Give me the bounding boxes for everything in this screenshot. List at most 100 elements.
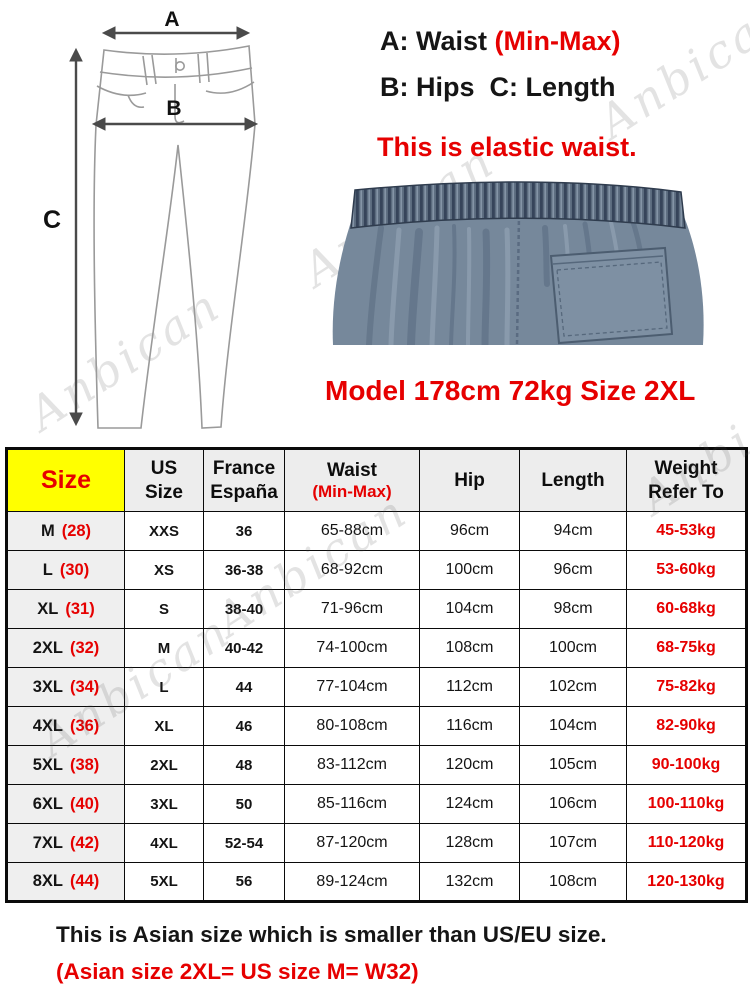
hip-cell: 120cm [419,745,520,785]
us-size-cell: XL [124,706,204,746]
waist-cell: 65-88cm [284,511,420,551]
table-row: 7XL (42) 4XL 52-54 87-120cm 128cm 107cm 1… [6,823,747,863]
length-cell: 106cm [519,784,627,824]
length-cell: 107cm [519,823,627,863]
fabric-folds [366,219,644,345]
length-cell: 105cm [519,745,627,785]
table-row: L (30) XS 36-38 68-92cm 100cm 96cm 53-60k… [6,550,747,590]
size-cell: 2XL (32) [6,628,125,668]
length-cell: 102cm [519,667,627,707]
length-arrow [69,47,83,427]
table-row: 6XL (40) 3XL 50 85-116cm 124cm 106cm 100-… [6,784,747,824]
legend-waist-minmax: (Min-Max) [494,26,621,56]
size-cell: L (30) [6,550,125,590]
header-row: Size US Size France España Waist (Min-Max) … [6,448,747,512]
diagram-label-c: C [43,206,61,234]
us-size-cell: 5XL [124,862,204,902]
france-size-cell: 38-40 [203,589,285,629]
pants-measurement-diagram: A B C [43,8,259,429]
diagram-label-b: B [166,97,181,120]
legend-hips-length: B: Hips C: Length [380,72,616,102]
france-size-cell: 36 [203,511,285,551]
weight-cell: 45-53kg [626,511,747,551]
france-size-cell: 52-54 [203,823,285,863]
size-table: Size US Size France España Waist (Min-Max) … [5,447,748,903]
back-pocket [549,246,674,345]
weight-cell: 110-120kg [626,823,747,863]
size-cell: XL (31) [6,589,125,629]
us-size-cell: L [124,667,204,707]
us-size-cell: M [124,628,204,668]
length-cell: 94cm [519,511,627,551]
table-row: M (28) XXS 36 65-88cm 96cm 94cm 45-53kg [6,511,747,551]
weight-cell: 120-130kg [626,862,747,902]
waist-cell: 89-124cm [284,862,420,902]
size-cell: 3XL (34) [6,667,125,707]
waist-arrow [101,26,251,40]
model-size-note: Model 178cm 72kg Size 2XL [325,375,696,406]
hip-cell: 128cm [419,823,520,863]
hips-arrow [91,117,259,131]
col-header-waist: Waist (Min-Max) [284,448,420,512]
col-header-length: Length [519,448,627,512]
france-size-cell: 44 [203,667,285,707]
size-cell: 6XL (40) [6,784,125,824]
table-row: 2XL (32) M 40-42 74-100cm 108cm 100cm 68-… [6,628,747,668]
size-cell: 4XL (36) [6,706,125,746]
col-header-weight: Weight Refer To [626,448,747,512]
hip-cell: 108cm [419,628,520,668]
waist-cell: 87-120cm [284,823,420,863]
size-cell: 7XL (42) [6,823,125,863]
table-row: 5XL (38) 2XL 48 83-112cm 120cm 105cm 90-1… [6,745,747,785]
hip-cell: 124cm [419,784,520,824]
legend-waist-label: A: Waist [380,26,495,56]
table-row: XL (31) S 38-40 71-96cm 104cm 98cm 60-68k… [6,589,747,629]
hip-cell: 132cm [419,862,520,902]
col-header-france: France España [203,448,285,512]
elastic-waist-note: This is elastic waist. [377,132,637,162]
elastic-waist-photo [332,181,704,345]
waist-cell: 74-100cm [284,628,420,668]
length-cell: 96cm [519,550,627,590]
waist-cell: 83-112cm [284,745,420,785]
table-row: 3XL (34) L 44 77-104cm 112cm 102cm 75-82k… [6,667,747,707]
weight-cell: 75-82kg [626,667,747,707]
legend-waist: A: Waist (Min-Max) [380,26,620,57]
size-cell: 5XL (38) [6,745,125,785]
waist-cell: 85-116cm [284,784,420,824]
hip-cell: 116cm [419,706,520,746]
col-header-hip: Hip [419,448,520,512]
waist-cell: 77-104cm [284,667,420,707]
size-cell: 8XL (44) [6,862,125,902]
length-cell: 104cm [519,706,627,746]
us-size-cell: 2XL [124,745,204,785]
france-size-cell: 46 [203,706,285,746]
hip-cell: 112cm [419,667,520,707]
france-size-cell: 56 [203,862,285,902]
weight-cell: 68-75kg [626,628,747,668]
us-size-cell: S [124,589,204,629]
us-size-cell: XS [124,550,204,590]
us-size-cell: XXS [124,511,204,551]
size-cell: M (28) [6,511,125,551]
table-row: 4XL (36) XL 46 80-108cm 116cm 104cm 82-90… [6,706,747,746]
france-size-cell: 40-42 [203,628,285,668]
france-size-cell: 50 [203,784,285,824]
france-size-cell: 36-38 [203,550,285,590]
weight-cell: 90-100kg [626,745,747,785]
us-size-cell: 4XL [124,823,204,863]
length-cell: 98cm [519,589,627,629]
hip-cell: 104cm [419,589,520,629]
weight-cell: 100-110kg [626,784,747,824]
weight-cell: 53-60kg [626,550,747,590]
weight-cell: 82-90kg [626,706,747,746]
size-table-body: M (28) XXS 36 65-88cm 96cm 94cm 45-53kg L… [6,511,747,902]
center-seam [515,213,521,345]
waist-cell: 80-108cm [284,706,420,746]
size-conversion-note: (Asian size 2XL= US size M= W32) [56,959,419,984]
hip-cell: 96cm [419,511,520,551]
elastic-waistband [350,181,686,229]
us-size-cell: 3XL [124,784,204,824]
length-cell: 100cm [519,628,627,668]
